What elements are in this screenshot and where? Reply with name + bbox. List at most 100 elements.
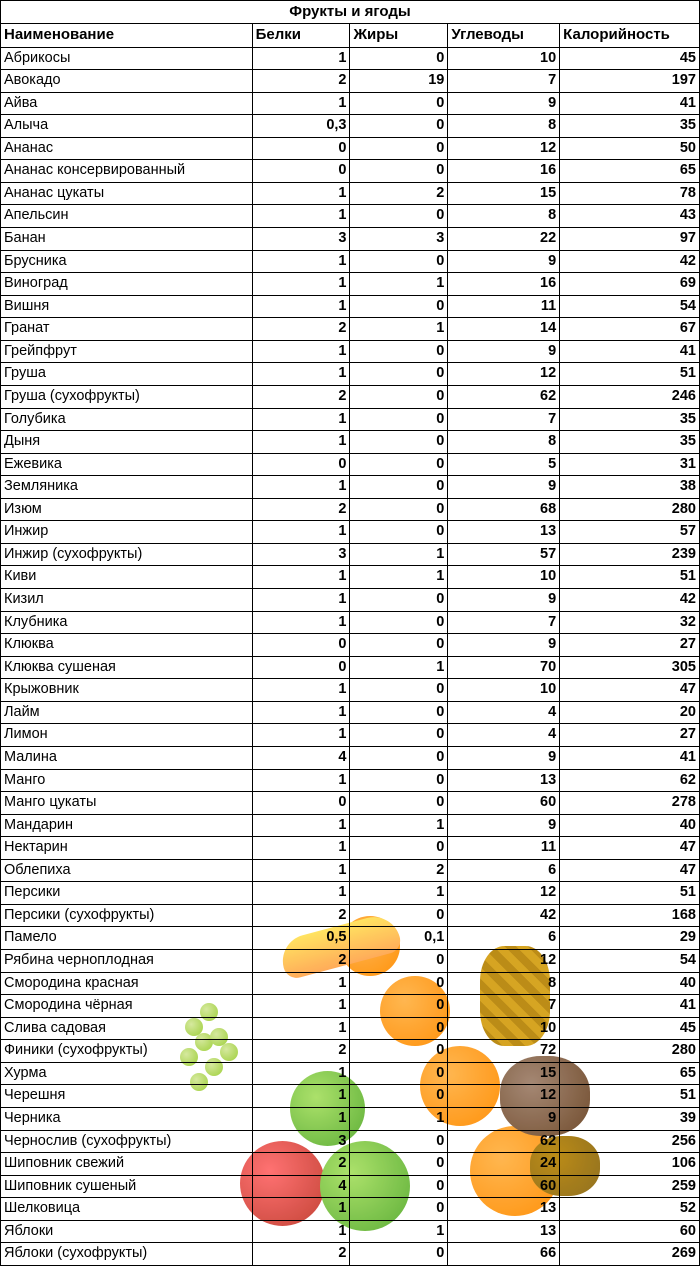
cell-value: 10 [448, 679, 560, 702]
cell-value: 0 [350, 1198, 448, 1221]
cell-value: 12 [448, 363, 560, 386]
table-row: Черника11939 [1, 1107, 700, 1130]
cell-value: 0 [350, 679, 448, 702]
cell-name: Малина [1, 746, 253, 769]
cell-name: Слива садовая [1, 1017, 253, 1040]
cell-value: 0 [350, 792, 448, 815]
cell-value: 51 [560, 1085, 700, 1108]
cell-value: 9 [448, 250, 560, 273]
cell-value: 2 [252, 1243, 350, 1266]
cell-value: 1 [252, 340, 350, 363]
cell-value: 6 [448, 859, 560, 882]
cell-value: 8 [448, 972, 560, 995]
table-row: Персики111251 [1, 882, 700, 905]
cell-value: 1 [252, 566, 350, 589]
cell-value: 0 [350, 115, 448, 138]
table-row: Ананас001250 [1, 137, 700, 160]
cell-name: Лайм [1, 701, 253, 724]
cell-value: 1 [252, 205, 350, 228]
cell-value: 41 [560, 746, 700, 769]
cell-value: 0 [350, 431, 448, 454]
cell-value: 7 [448, 995, 560, 1018]
cell-name: Голубика [1, 408, 253, 431]
cell-value: 47 [560, 679, 700, 702]
cell-value: 50 [560, 137, 700, 160]
cell-value: 1 [252, 882, 350, 905]
cell-value: 1 [252, 1198, 350, 1221]
cell-value: 14 [448, 318, 560, 341]
cell-value: 42 [560, 589, 700, 612]
table-row: Земляника10938 [1, 476, 700, 499]
cell-name: Киви [1, 566, 253, 589]
table-row: Персики (сухофрукты)2042168 [1, 904, 700, 927]
cell-value: 45 [560, 47, 700, 70]
cell-value: 1 [252, 837, 350, 860]
cell-value: 32 [560, 611, 700, 634]
table-row: Апельсин10843 [1, 205, 700, 228]
cell-name: Манго [1, 769, 253, 792]
table-row: Грейпфрут10941 [1, 340, 700, 363]
cell-value: 0 [350, 385, 448, 408]
cell-value: 51 [560, 363, 700, 386]
cell-name: Рябина черноплодная [1, 950, 253, 973]
cell-value: 0 [350, 1153, 448, 1176]
cell-name: Груша [1, 363, 253, 386]
cell-value: 13 [448, 769, 560, 792]
cell-value: 9 [448, 476, 560, 499]
cell-value: 0 [350, 634, 448, 657]
table-row: Абрикосы101045 [1, 47, 700, 70]
table-row: Финики (сухофрукты)2072280 [1, 1040, 700, 1063]
cell-value: 280 [560, 1040, 700, 1063]
cell-value: 10 [448, 1017, 560, 1040]
cell-value: 0 [350, 611, 448, 634]
cell-value: 47 [560, 837, 700, 860]
cell-value: 0 [350, 972, 448, 995]
table-row: Айва10941 [1, 92, 700, 115]
cell-value: 1 [350, 656, 448, 679]
cell-value: 0 [350, 995, 448, 1018]
cell-value: 1 [252, 47, 350, 70]
cell-value: 0 [350, 453, 448, 476]
cell-name: Гранат [1, 318, 253, 341]
cell-value: 3 [350, 228, 448, 251]
cell-value: 1 [252, 701, 350, 724]
cell-value: 10 [448, 47, 560, 70]
cell-value: 1 [252, 250, 350, 273]
cell-value: 1 [252, 182, 350, 205]
cell-value: 4 [448, 701, 560, 724]
table-row: Шелковица101352 [1, 1198, 700, 1221]
cell-value: 1 [252, 431, 350, 454]
cell-name: Чернослив (сухофрукты) [1, 1130, 253, 1153]
table-row: Манго цукаты0060278 [1, 792, 700, 815]
cell-value: 1 [252, 476, 350, 499]
cell-value: 0 [350, 837, 448, 860]
cell-value: 67 [560, 318, 700, 341]
cell-value: 269 [560, 1243, 700, 1266]
cell-value: 3 [252, 228, 350, 251]
table-header-row: Наименование Белки Жиры Углеводы Калорий… [1, 24, 700, 47]
table-row: Ананас консервированный001665 [1, 160, 700, 183]
cell-value: 256 [560, 1130, 700, 1153]
table-row: Черешня101251 [1, 1085, 700, 1108]
table-row: Смородина красная10840 [1, 972, 700, 995]
cell-value: 24 [448, 1153, 560, 1176]
table-row: Хурма101565 [1, 1062, 700, 1085]
cell-value: 2 [350, 859, 448, 882]
table-row: Рябина черноплодная201254 [1, 950, 700, 973]
cell-value: 4 [448, 724, 560, 747]
cell-value: 13 [448, 1220, 560, 1243]
table-row: Малина40941 [1, 746, 700, 769]
cell-value: 66 [448, 1243, 560, 1266]
cell-value: 0 [252, 634, 350, 657]
cell-name: Клюква сушеная [1, 656, 253, 679]
cell-value: 51 [560, 882, 700, 905]
cell-value: 8 [448, 115, 560, 138]
cell-value: 1 [252, 295, 350, 318]
cell-value: 305 [560, 656, 700, 679]
table-row: Ананас цукаты121578 [1, 182, 700, 205]
cell-value: 13 [448, 1198, 560, 1221]
table-row: Алыча0,30835 [1, 115, 700, 138]
cell-value: 2 [252, 385, 350, 408]
table-row: Вишня101154 [1, 295, 700, 318]
cell-value: 1 [252, 92, 350, 115]
